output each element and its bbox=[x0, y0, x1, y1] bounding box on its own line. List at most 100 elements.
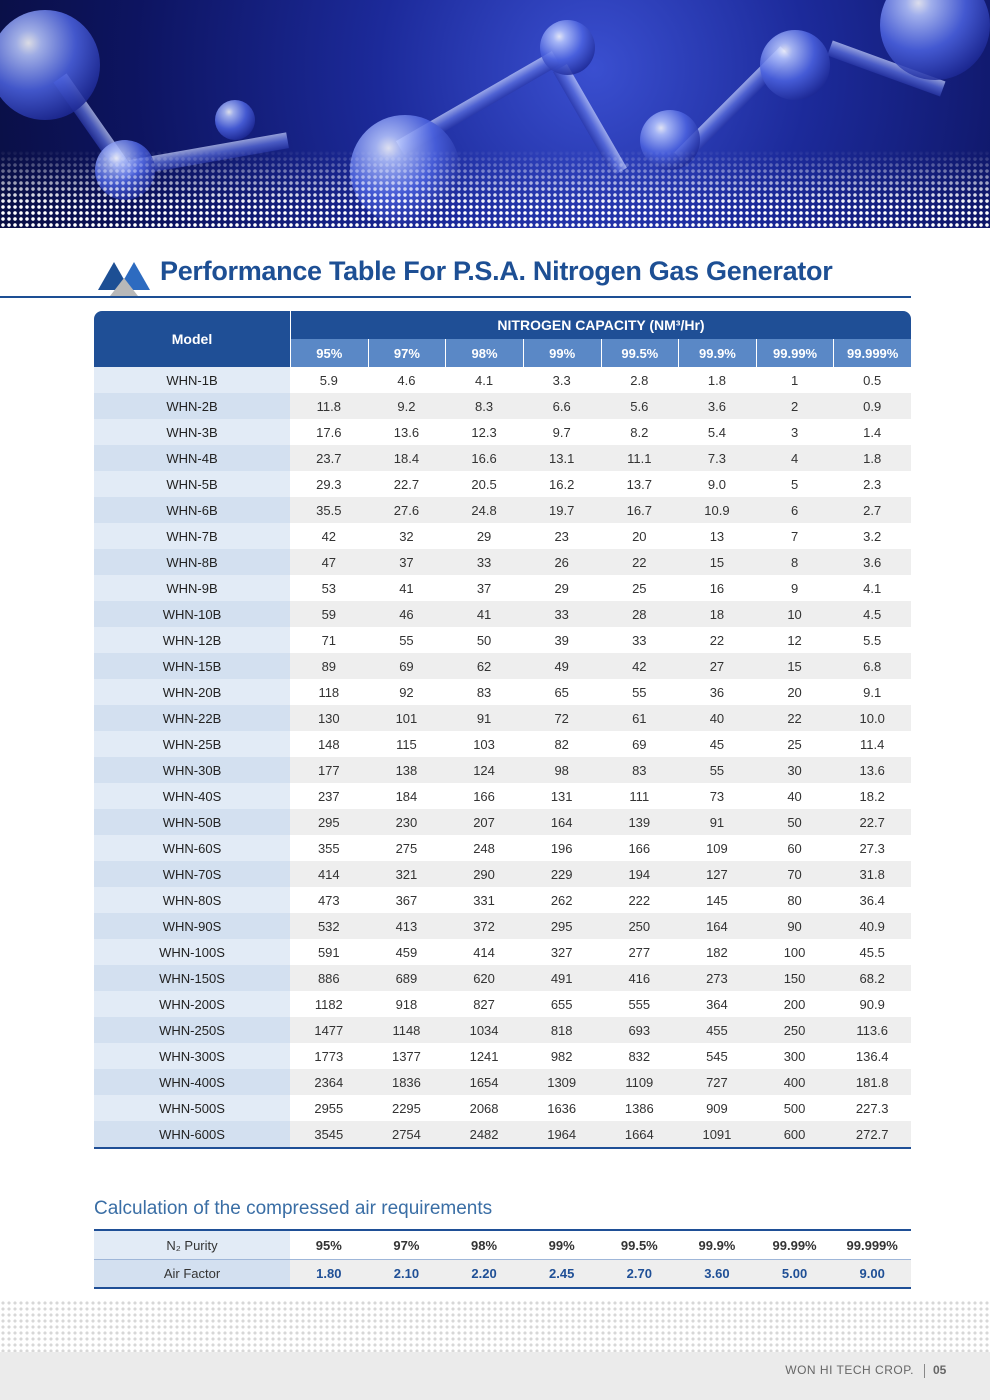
model-cell: WHN-5B bbox=[94, 471, 290, 497]
capacity-cell: 4.1 bbox=[833, 575, 911, 601]
capacity-cell: 3.6 bbox=[833, 549, 911, 575]
capacity-cell: 277 bbox=[600, 939, 679, 965]
capacity-cell: 118 bbox=[290, 679, 368, 705]
capacity-cell: 59 bbox=[290, 601, 368, 627]
capacity-cell: 55 bbox=[600, 679, 679, 705]
model-cell: WHN-20B bbox=[94, 679, 290, 705]
model-cell: WHN-7B bbox=[94, 523, 290, 549]
capacity-cell: 321 bbox=[367, 861, 446, 887]
capacity-cell: 55 bbox=[678, 757, 756, 783]
model-cell: WHN-600S bbox=[94, 1121, 290, 1147]
capacity-cell: 327 bbox=[522, 939, 601, 965]
capacity-cell: 9.0 bbox=[678, 471, 756, 497]
capacity-cell: 2068 bbox=[445, 1095, 523, 1121]
capacity-cell: 355 bbox=[290, 835, 368, 861]
capacity-cell: 9 bbox=[755, 575, 834, 601]
capacity-cell: 8.2 bbox=[600, 419, 679, 445]
capacity-cell: 194 bbox=[600, 861, 679, 887]
capacity-cell: 145 bbox=[678, 887, 756, 913]
capacity-cell: 5.4 bbox=[678, 419, 756, 445]
capacity-cell: 127 bbox=[678, 861, 756, 887]
capacity-cell: 60 bbox=[755, 835, 834, 861]
capacity-cell: 11.8 bbox=[290, 393, 368, 419]
capacity-cell: 8 bbox=[755, 549, 834, 575]
air-factor: 1.80 bbox=[290, 1259, 368, 1287]
capacity-cell: 23 bbox=[522, 523, 601, 549]
model-cell: WHN-10B bbox=[94, 601, 290, 627]
capacity-cell: 1309 bbox=[522, 1069, 601, 1095]
capacity-cell: 3.6 bbox=[678, 393, 756, 419]
capacity-header: NITROGEN CAPACITY (NM³/Hr) bbox=[290, 311, 911, 339]
capacity-cell: 16.6 bbox=[445, 445, 523, 471]
capacity-cell: 13.7 bbox=[600, 471, 679, 497]
capacity-cell: 367 bbox=[367, 887, 446, 913]
capacity-cell: 22 bbox=[600, 549, 679, 575]
air-purity: 99.9% bbox=[698, 1237, 736, 1253]
capacity-cell: 42 bbox=[600, 653, 679, 679]
capacity-cell: 19.7 bbox=[522, 497, 601, 523]
capacity-cell: 4 bbox=[755, 445, 834, 471]
capacity-cell: 177 bbox=[290, 757, 368, 783]
capacity-cell: 166 bbox=[600, 835, 679, 861]
molecule-atom bbox=[540, 20, 595, 75]
capacity-cell: 91 bbox=[678, 809, 756, 835]
capacity-cell: 13.6 bbox=[367, 419, 446, 445]
section-title: Calculation of the compressed air requir… bbox=[94, 1198, 493, 1219]
capacity-cell: 103 bbox=[445, 731, 523, 757]
air-factor: 2.10 bbox=[367, 1259, 446, 1287]
air-factor: 5.00 bbox=[755, 1259, 834, 1287]
company-name: WON HI TECH CROP. bbox=[785, 1363, 914, 1377]
capacity-cell: 20 bbox=[600, 523, 679, 549]
capacity-cell: 3.2 bbox=[833, 523, 911, 549]
capacity-cell: 473 bbox=[290, 887, 368, 913]
capacity-cell: 22 bbox=[755, 705, 834, 731]
capacity-cell: 1386 bbox=[600, 1095, 679, 1121]
capacity-cell: 33 bbox=[445, 549, 523, 575]
air-purity: 95% bbox=[315, 1237, 342, 1253]
capacity-cell: 4.1 bbox=[445, 367, 523, 393]
capacity-cell: 22.7 bbox=[833, 809, 911, 835]
capacity-cell: 1664 bbox=[600, 1121, 679, 1147]
capacity-cell: 148 bbox=[290, 731, 368, 757]
capacity-cell: 909 bbox=[678, 1095, 756, 1121]
capacity-cell: 73 bbox=[678, 783, 756, 809]
capacity-cell: 33 bbox=[522, 601, 601, 627]
capacity-cell: 42 bbox=[290, 523, 368, 549]
capacity-cell: 229 bbox=[522, 861, 601, 887]
capacity-cell: 1034 bbox=[445, 1017, 523, 1043]
capacity-cell: 182 bbox=[678, 939, 756, 965]
model-cell: WHN-12B bbox=[94, 627, 290, 653]
capacity-cell: 50 bbox=[445, 627, 523, 653]
model-cell: WHN-30B bbox=[94, 757, 290, 783]
capacity-cell: 227.3 bbox=[833, 1095, 911, 1121]
capacity-cell: 248 bbox=[445, 835, 523, 861]
capacity-cell: 1091 bbox=[678, 1121, 756, 1147]
air-purity: 97% bbox=[393, 1237, 420, 1253]
air-purity: 99.99% bbox=[772, 1237, 817, 1253]
capacity-cell: 2754 bbox=[367, 1121, 446, 1147]
capacity-cell: 832 bbox=[600, 1043, 679, 1069]
capacity-cell: 18.4 bbox=[367, 445, 446, 471]
capacity-cell: 918 bbox=[367, 991, 446, 1017]
purity-header: 99.99% bbox=[755, 339, 834, 367]
capacity-cell: 136.4 bbox=[833, 1043, 911, 1069]
capacity-cell: 2364 bbox=[290, 1069, 368, 1095]
capacity-cell: 9.7 bbox=[522, 419, 601, 445]
capacity-cell: 1.4 bbox=[833, 419, 911, 445]
model-cell: WHN-150S bbox=[94, 965, 290, 991]
purity-header: 99.5% bbox=[600, 339, 679, 367]
capacity-cell: 4.6 bbox=[367, 367, 446, 393]
capacity-cell: 69 bbox=[600, 731, 679, 757]
capacity-cell: 32 bbox=[367, 523, 446, 549]
page-title: Performance Table For P.S.A. Nitrogen Ga… bbox=[160, 256, 833, 286]
capacity-cell: 22.7 bbox=[367, 471, 446, 497]
capacity-cell: 5.6 bbox=[600, 393, 679, 419]
capacity-cell: 250 bbox=[755, 1017, 834, 1043]
factor-label: Air Factor bbox=[94, 1259, 290, 1287]
capacity-cell: 50 bbox=[755, 809, 834, 835]
capacity-cell: 3.3 bbox=[522, 367, 601, 393]
capacity-cell: 166 bbox=[445, 783, 523, 809]
logo bbox=[98, 262, 150, 296]
capacity-cell: 101 bbox=[367, 705, 446, 731]
capacity-cell: 22 bbox=[678, 627, 756, 653]
